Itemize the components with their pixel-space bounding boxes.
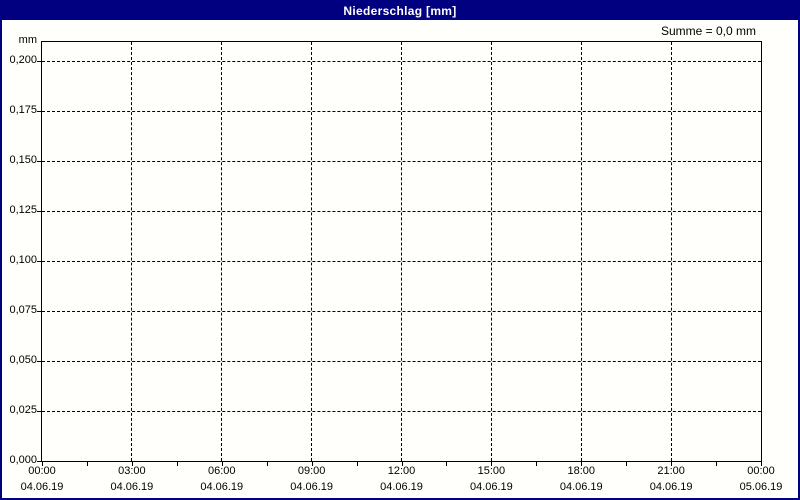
y-axis-tick-label: 0,075 (9, 304, 37, 316)
y-axis-tick-mark (37, 261, 41, 262)
x-axis-tick-mark (176, 462, 178, 466)
y-axis-tick-label: 0,150 (9, 154, 37, 166)
x-axis-time-label: 21:00 (657, 465, 685, 477)
sum-label: Summe = 0,0 mm (660, 24, 756, 38)
chart-title-bar: Niederschlag [mm] (2, 2, 798, 20)
x-axis-time-label: 06:00 (207, 465, 236, 477)
x-axis-tick-mark (581, 462, 583, 466)
x-axis-time-label: 18:00 (567, 465, 596, 477)
vertical-gridline (580, 42, 582, 461)
y-axis-tick-label: 0,100 (9, 254, 37, 266)
y-axis-tick-mark (37, 211, 41, 212)
x-axis-tick-mark (626, 462, 628, 466)
x-axis-tick-mark (131, 462, 133, 466)
x-axis-tick-mark (761, 462, 762, 466)
x-axis-date-label: 04.06.19 (20, 481, 64, 493)
x-axis-time-label: 00:00 (747, 465, 775, 477)
vertical-gridline (311, 42, 313, 461)
y-axis-tick-label: 0,200 (9, 54, 37, 66)
x-axis-date-label: 04.06.19 (110, 481, 154, 493)
y-axis-tick-mark (37, 311, 41, 312)
x-axis-date-label: 04.06.19 (290, 481, 334, 493)
x-axis-tick-mark (671, 462, 673, 466)
y-axis-tick-label: 0,175 (9, 104, 37, 116)
x-axis-tick-mark (311, 462, 313, 466)
vertical-gridline (131, 42, 133, 461)
plot-area (41, 41, 762, 462)
x-axis-tick-mark (86, 462, 88, 466)
y-axis-tick-label: 0,025 (9, 404, 37, 416)
y-axis-tick-mark (37, 111, 41, 112)
x-axis-tick-mark (356, 462, 358, 466)
x-axis-date-label: 04.06.19 (200, 481, 244, 493)
x-axis-tick-mark (266, 462, 268, 466)
y-axis-unit-label: mm (18, 34, 37, 46)
x-axis-tick-mark (716, 462, 718, 466)
y-axis-tick-mark (37, 361, 41, 362)
vertical-gridline (490, 42, 492, 461)
y-axis-tick-label: 0,000 (9, 454, 37, 466)
vertical-gridline (670, 42, 672, 461)
x-axis-tick-mark (401, 462, 403, 466)
y-axis-tick-label: 0,125 (9, 204, 37, 216)
x-axis-date-label: 04.06.19 (649, 481, 693, 493)
x-axis-date-label: 04.06.19 (380, 481, 423, 493)
y-axis-tick-label: 0,050 (9, 354, 37, 366)
x-axis-time-label: 15:00 (477, 465, 506, 477)
x-axis-tick-mark (221, 462, 223, 466)
vertical-gridline (401, 42, 402, 461)
y-axis-tick-mark (37, 61, 41, 62)
x-axis-time-label: 09:00 (297, 465, 326, 477)
y-axis-tick-mark (37, 461, 41, 462)
x-axis-time-label: 12:00 (387, 465, 416, 477)
x-axis-date-label: 04.06.19 (469, 481, 513, 493)
y-axis-tick-mark (37, 161, 41, 162)
x-axis-tick-mark (536, 462, 538, 466)
x-axis-tick-mark (491, 462, 493, 466)
x-axis-time-label: 03:00 (118, 465, 146, 477)
x-axis-date-label: 05.06.19 (739, 481, 783, 493)
x-axis-date-label: 04.06.19 (559, 481, 603, 493)
vertical-gridline (221, 42, 223, 461)
x-axis-time-label: 00:00 (28, 465, 56, 477)
y-axis-tick-mark (37, 411, 41, 412)
x-axis-tick-mark (446, 462, 448, 466)
x-axis-tick-mark (42, 462, 43, 466)
